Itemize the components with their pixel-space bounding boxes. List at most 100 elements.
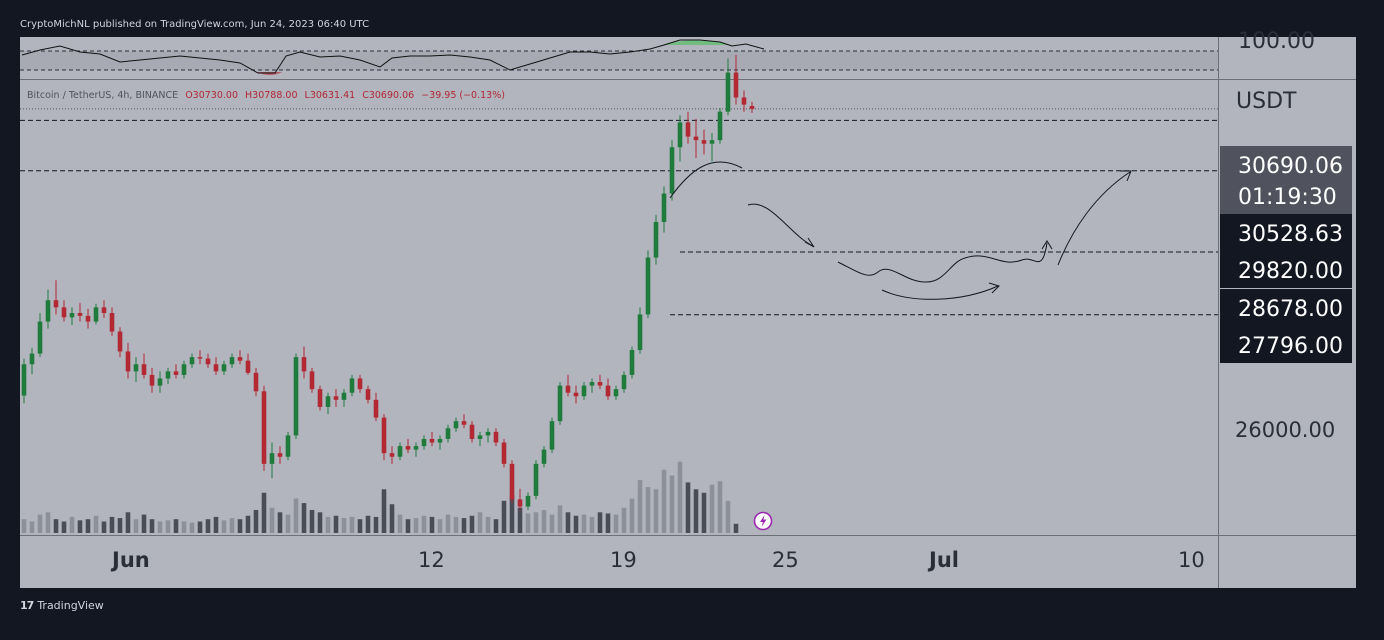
candle — [365, 385, 371, 404]
candle-body — [165, 371, 171, 379]
candle — [525, 492, 531, 511]
candle-body — [653, 221, 659, 258]
drawn-lower-arc — [881, 285, 999, 300]
candle-body — [309, 371, 315, 390]
candle-body — [61, 307, 67, 318]
candle-body — [293, 357, 299, 436]
candle — [741, 90, 747, 112]
rsi-line — [21, 39, 765, 74]
candle — [317, 385, 323, 411]
volume-bar — [389, 504, 395, 533]
candle-body — [213, 364, 219, 372]
candle-body — [605, 385, 611, 397]
volume-bar — [525, 513, 531, 533]
candle-body — [237, 357, 243, 361]
ohlc-open: O30730.00 — [185, 90, 238, 101]
footer-brand[interactable]: 17 TradingView — [20, 596, 104, 616]
candle — [645, 250, 651, 319]
candle-body — [437, 438, 443, 443]
candle-body — [469, 424, 475, 439]
candle — [725, 58, 731, 116]
volume-bar — [373, 516, 379, 533]
candle-body — [637, 314, 643, 351]
volume-bar — [437, 519, 443, 533]
candle — [653, 214, 659, 265]
volume-bar — [685, 482, 691, 533]
candle-body — [589, 382, 595, 386]
candle-body — [333, 396, 339, 400]
candle — [125, 342, 131, 379]
volume-bar — [581, 514, 587, 533]
time-axis-background[interactable] — [20, 535, 1356, 588]
candle-body — [421, 438, 427, 447]
candle — [437, 435, 443, 450]
candle-body — [549, 421, 555, 450]
drawn-down-arrow — [747, 203, 814, 247]
drawn-up-arrow — [1057, 171, 1131, 266]
candle — [29, 347, 35, 375]
candle — [157, 371, 163, 393]
level-price-label: 30528.63 — [1220, 214, 1352, 251]
last-price-label: 30690.06 01:19:30 — [1220, 146, 1352, 214]
volume-bar — [485, 516, 491, 533]
candle — [173, 364, 179, 379]
candle-body — [157, 378, 163, 386]
ohlc-low: L30631.41 — [305, 90, 356, 101]
candle-body — [181, 364, 187, 375]
volume-bar — [237, 519, 243, 533]
candle — [413, 442, 419, 457]
volume-bar — [493, 519, 499, 533]
volume-bar — [109, 516, 115, 533]
candle — [77, 303, 83, 322]
candle — [381, 414, 387, 461]
volume-bar — [53, 519, 59, 533]
candle — [669, 140, 675, 201]
candle — [37, 313, 43, 358]
time-axis-label: 10 — [1178, 548, 1205, 572]
volume-bar — [205, 519, 211, 533]
rsi-tick-100: 100.00 — [1238, 29, 1315, 54]
volume-bar — [597, 512, 603, 533]
volume-bar — [333, 515, 339, 533]
lightning-icon[interactable] — [753, 511, 773, 531]
candle-body — [733, 72, 739, 98]
currency-label: USDT — [1236, 89, 1297, 114]
candle-body — [93, 307, 99, 322]
volume-bar — [549, 514, 555, 533]
candle — [717, 108, 723, 144]
candle — [325, 392, 331, 415]
candle-body — [709, 140, 715, 144]
candle — [101, 300, 107, 319]
candle-body — [253, 372, 259, 392]
level-price-box — [1220, 289, 1352, 326]
candle-body — [581, 385, 587, 397]
candle-body — [373, 399, 379, 418]
candle-body — [445, 428, 451, 439]
candle — [629, 346, 635, 379]
volume-bar — [357, 519, 363, 533]
candle-body — [573, 392, 579, 397]
candle — [453, 417, 459, 432]
candle — [581, 382, 587, 400]
candle-body — [85, 315, 91, 322]
volume-bar — [245, 515, 251, 533]
candle — [93, 303, 99, 325]
candle-body — [117, 331, 123, 352]
candle-body — [149, 374, 155, 386]
candle — [389, 446, 395, 464]
volume-bar — [157, 521, 163, 533]
candle-body — [477, 435, 483, 439]
candle — [189, 353, 195, 368]
volume-bar — [165, 520, 171, 533]
candle-body — [357, 378, 363, 390]
volume-bar — [141, 514, 147, 533]
candle-body — [405, 446, 411, 450]
candle — [197, 350, 203, 365]
volume-bar — [69, 516, 75, 533]
candle — [573, 385, 579, 404]
volume-bar — [693, 489, 699, 533]
candle-body — [725, 72, 731, 112]
time-axis-label: Jun — [110, 548, 150, 572]
candle-body — [565, 385, 571, 393]
